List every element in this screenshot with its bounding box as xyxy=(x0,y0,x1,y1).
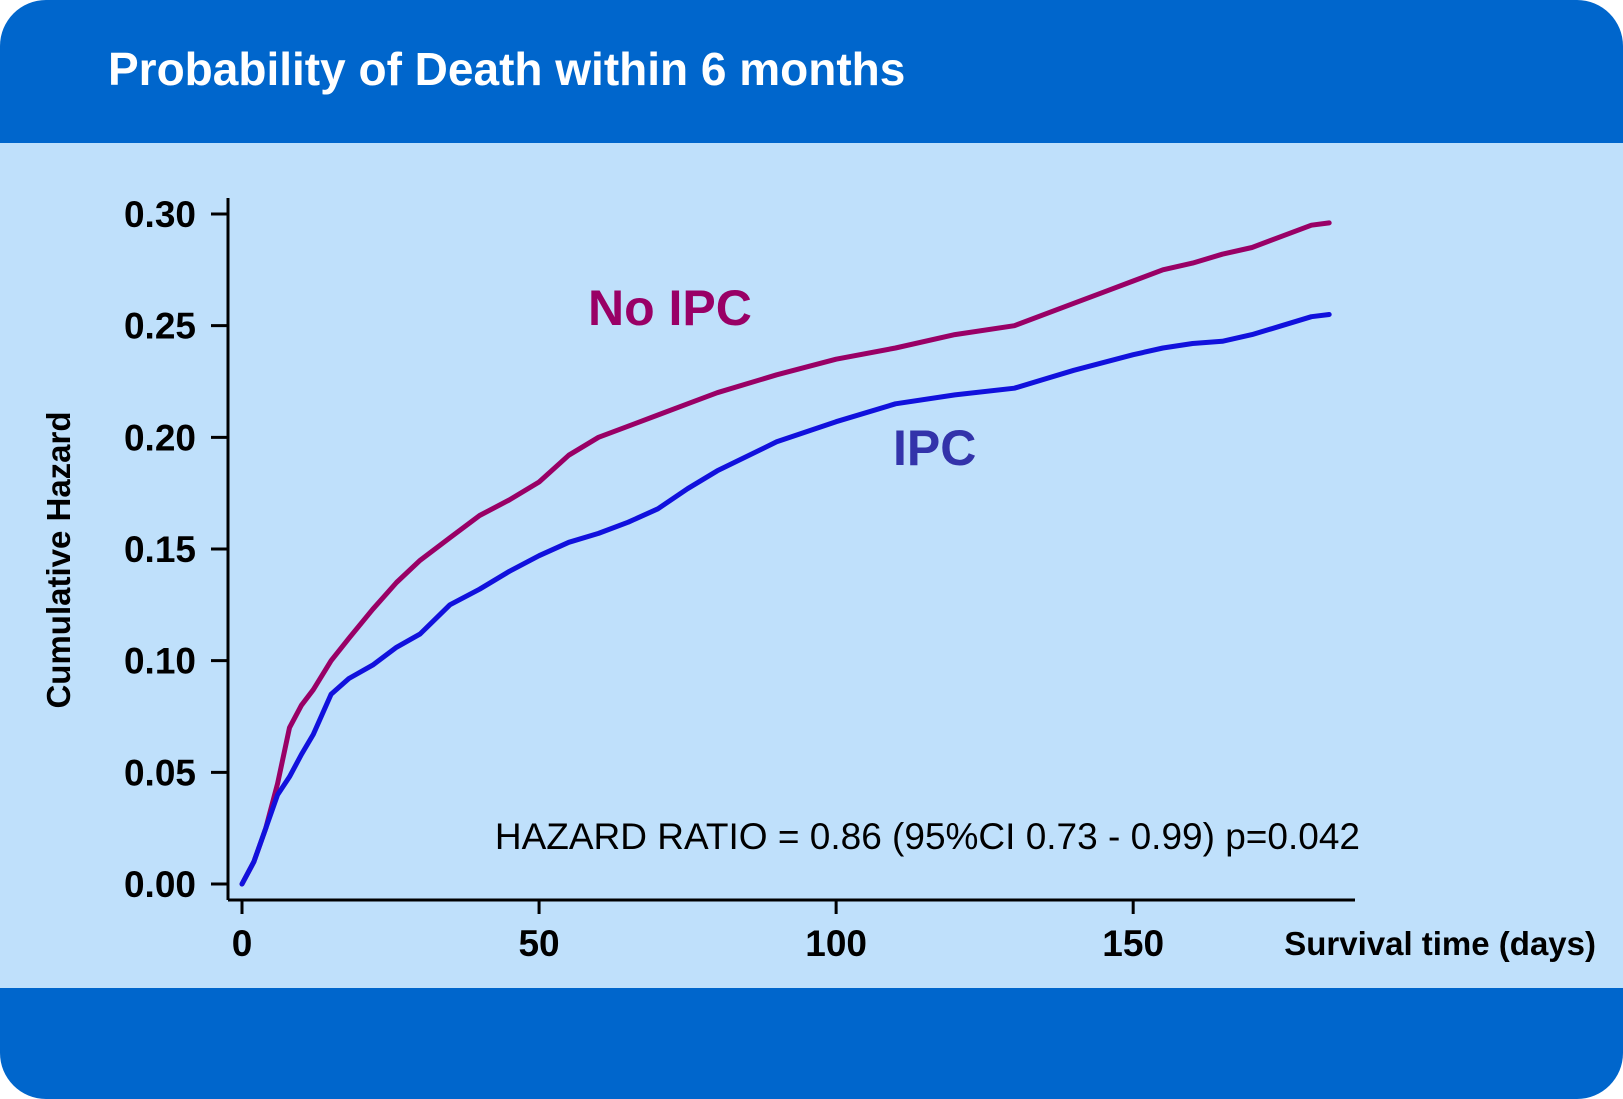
plot-panel xyxy=(0,143,1623,988)
series-label-no-ipc: No IPC xyxy=(588,280,752,336)
series-lines xyxy=(239,220,1332,887)
hazard-ratio-annotation: HAZARD RATIO = 0.86 (95%CI 0.73 - 0.99) … xyxy=(495,816,1360,857)
series-line-no-ipc xyxy=(239,220,1332,887)
x-tick-label: 0 xyxy=(232,923,253,964)
y-tick-label: 0.10 xyxy=(124,641,196,682)
y-axis-title: Cumulative Hazard xyxy=(40,411,77,708)
x-tick-label: 100 xyxy=(805,923,867,964)
axes xyxy=(226,198,1355,902)
x-axis-title: Survival time (days) xyxy=(1284,925,1596,962)
x-ticks: 0 50 100 150 xyxy=(232,900,1164,964)
y-tick-label: 0.25 xyxy=(124,306,196,347)
x-tick-label: 50 xyxy=(518,923,559,964)
y-tick-label: 0.15 xyxy=(124,529,196,570)
x-tick-label: 150 xyxy=(1102,923,1164,964)
y-ticks: 0.00 0.05 0.10 0.15 0.20 0.25 0.30 xyxy=(124,194,228,905)
page-title: Probability of Death within 6 months xyxy=(108,43,906,95)
series-line-ipc xyxy=(239,312,1332,887)
y-tick-label: 0.05 xyxy=(124,752,196,793)
y-tick-label: 0.30 xyxy=(124,194,196,235)
y-tick-label: 0.00 xyxy=(124,864,196,905)
y-tick-label: 0.20 xyxy=(124,417,196,458)
series-label-ipc: IPC xyxy=(893,420,976,476)
